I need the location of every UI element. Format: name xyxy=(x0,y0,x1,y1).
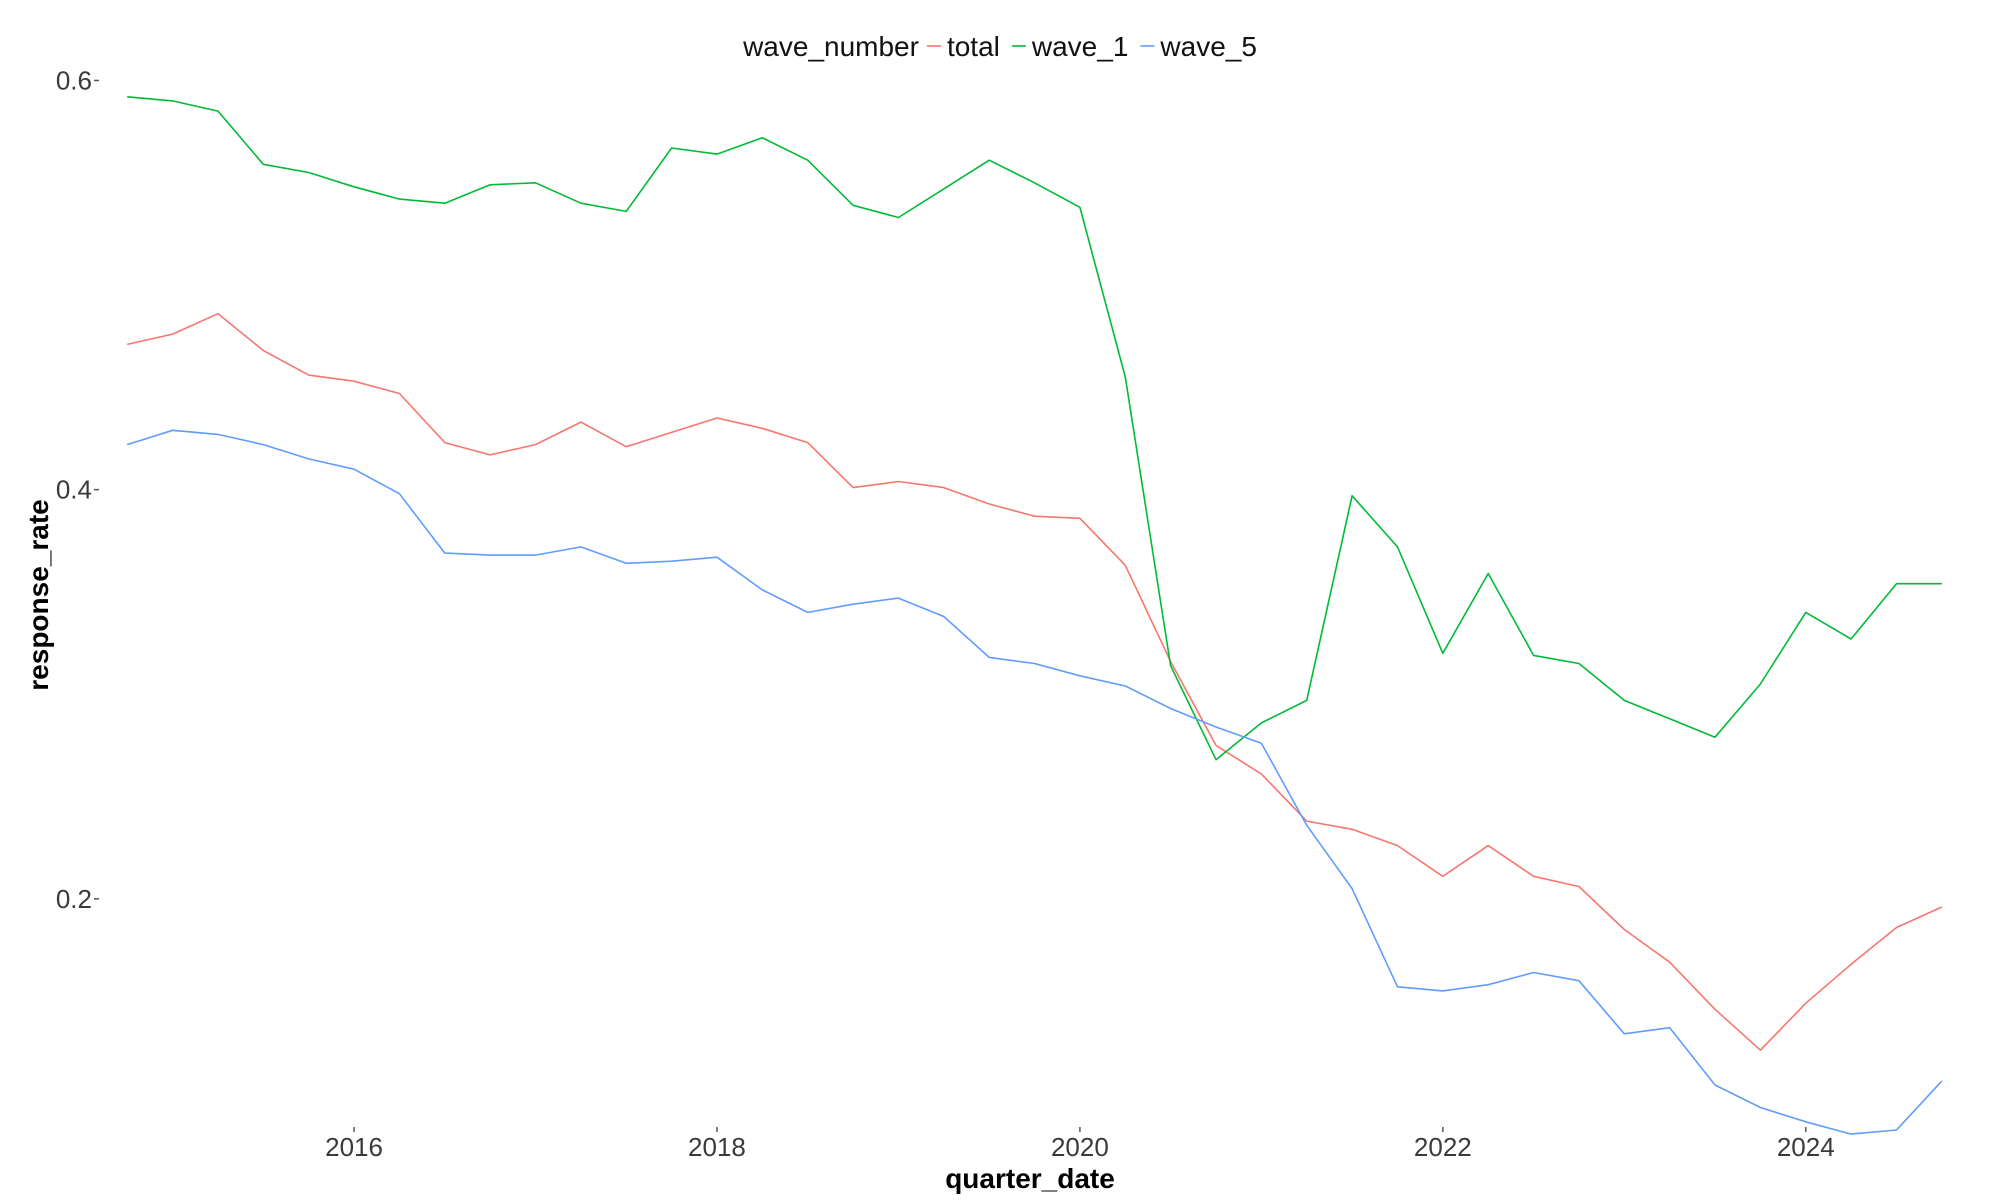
plot-area xyxy=(126,96,1943,1135)
x-tick-label: 2016 xyxy=(325,1132,383,1162)
y-tick-label: 0.4 xyxy=(56,475,92,505)
x-tick-label: 2018 xyxy=(688,1132,746,1162)
y-axis-title: response_rate xyxy=(23,499,54,690)
y-axis: 0.2 0.4 0.6 xyxy=(56,65,99,914)
x-tick-label: 2024 xyxy=(1777,1132,1835,1162)
x-axis-title: quarter_date xyxy=(945,1163,1115,1194)
y-tick-label: 0.6 xyxy=(56,65,92,95)
x-axis: 2016 2018 2020 2022 2024 xyxy=(325,1127,1835,1162)
series-line-wave-5 xyxy=(126,429,1943,1135)
x-tick-label: 2020 xyxy=(1051,1132,1109,1162)
y-tick-label: 0.2 xyxy=(56,884,92,914)
legend-label-wave-1: wave_1 xyxy=(1031,31,1129,62)
legend-title: wave_number xyxy=(742,31,919,62)
series-line-wave-1 xyxy=(127,96,1942,761)
legend: wave_number total wave_1 wave_5 xyxy=(742,31,1257,62)
legend-label-wave-5: wave_5 xyxy=(1159,31,1257,62)
legend-label-total: total xyxy=(947,31,1000,62)
series-line-total xyxy=(127,312,1943,1051)
x-tick-label: 2022 xyxy=(1414,1132,1472,1162)
